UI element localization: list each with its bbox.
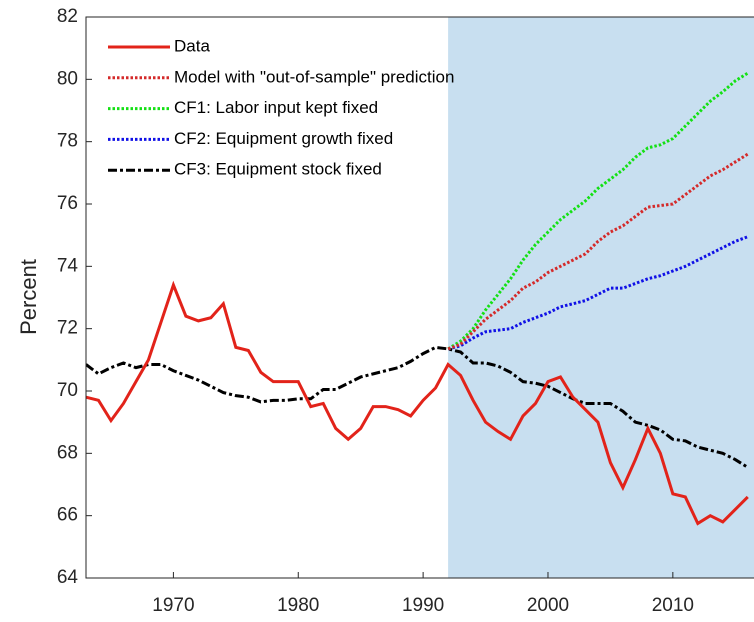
y-tick-label: 70 xyxy=(57,380,78,401)
y-tick-label: 72 xyxy=(57,318,78,339)
axis-frame xyxy=(85,16,754,579)
y-tick-label: 80 xyxy=(57,68,78,89)
y-tick-label: 64 xyxy=(57,567,79,588)
y-tick-label: 82 xyxy=(57,6,78,27)
legend-label: CF3: Equipment stock fixed xyxy=(174,160,382,179)
shaded-region xyxy=(448,17,754,578)
legend-label: Model with "out-of-sample" prediction xyxy=(174,67,454,86)
legend-label: CF1: Labor input kept fixed xyxy=(174,98,378,117)
legend-label: Data xyxy=(174,36,210,55)
y-tick-label: 76 xyxy=(57,193,78,214)
series-line xyxy=(447,71,749,351)
y-tick-label: 78 xyxy=(57,131,78,152)
y-tick-label: 66 xyxy=(57,505,78,526)
y-tick-label: 68 xyxy=(57,442,78,463)
x-tick-label: 2010 xyxy=(652,595,694,616)
x-tick-label: 1990 xyxy=(402,595,444,616)
series-line xyxy=(86,345,749,469)
x-tick-label: 2000 xyxy=(527,595,569,616)
series-line xyxy=(447,235,749,351)
y-axis-label: Percent xyxy=(16,259,41,335)
x-tick-label: 1970 xyxy=(152,595,194,616)
y-tick-label: 74 xyxy=(57,255,79,276)
x-tick-label: 1980 xyxy=(277,595,319,616)
legend-label: CF2: Equipment growth fixed xyxy=(174,129,393,148)
series-line xyxy=(86,280,749,526)
series-line xyxy=(447,152,749,351)
